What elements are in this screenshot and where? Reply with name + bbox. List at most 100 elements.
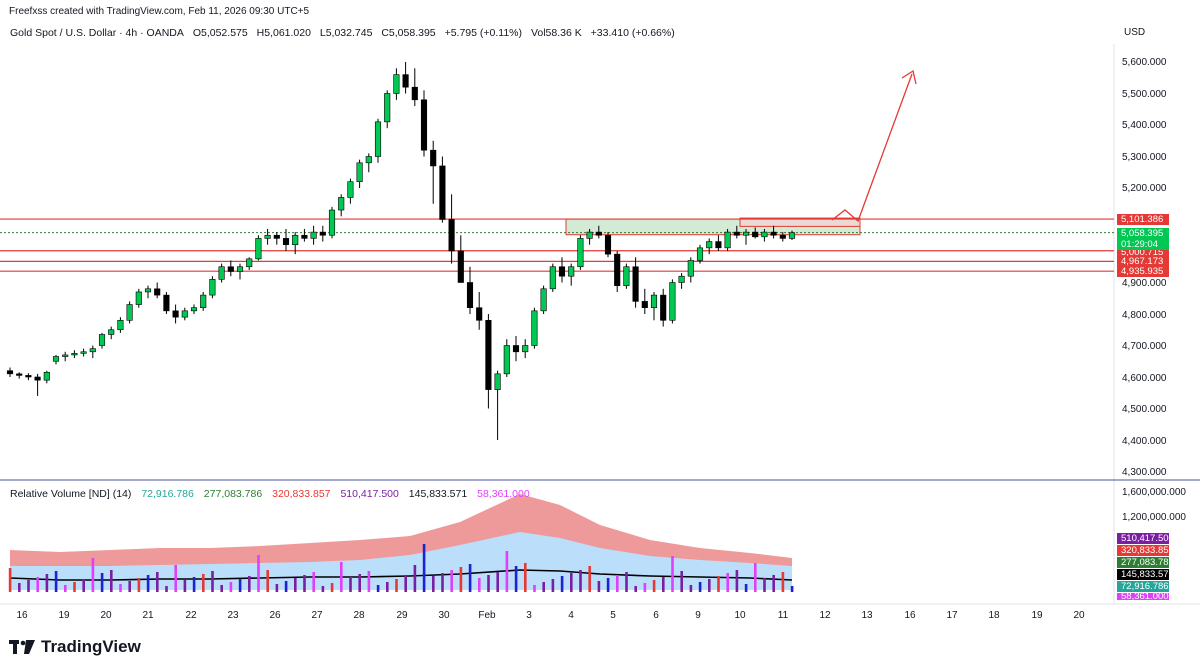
volume-bar — [36, 577, 39, 592]
candle-body — [264, 234, 271, 239]
candle-body — [163, 294, 170, 312]
volume-bar — [220, 585, 223, 592]
volume-value-tag: 277,083.786 — [1117, 557, 1174, 568]
volume-bar — [174, 565, 177, 592]
volume-bar — [27, 580, 30, 592]
volume-bar — [781, 572, 785, 592]
average-volume-line — [9, 569, 793, 581]
candle-body — [494, 373, 501, 390]
volume-bar — [395, 579, 398, 592]
price-tick-label: 4,500.000 — [1122, 404, 1167, 415]
candle-body — [650, 294, 658, 309]
volume-bar — [128, 581, 131, 592]
candle-body — [365, 156, 372, 164]
candle-body — [568, 266, 575, 277]
candle-body — [236, 266, 244, 272]
volume-bar — [487, 575, 490, 592]
volume-bar — [229, 582, 233, 592]
candle-body — [71, 353, 78, 356]
volume-indicator-title[interactable]: Relative Volume [ND] (14) — [10, 488, 132, 500]
projection-arrow — [831, 73, 913, 223]
volume-legend-value: 320,833.857 — [272, 488, 331, 500]
symbol-name[interactable]: Gold Spot / U.S. Dollar · 4h · OANDA — [10, 27, 184, 39]
candle-body — [347, 181, 354, 198]
time-tick-label: 11 — [777, 610, 789, 621]
projection-arrow-head — [901, 69, 917, 85]
time-tick-label: Feb — [478, 610, 496, 621]
volume-bar — [616, 575, 619, 592]
volume-bar — [100, 573, 104, 592]
price-tick-label: 4,300.000 — [1122, 467, 1167, 478]
candle-body — [301, 234, 308, 239]
candle-body — [715, 241, 722, 249]
volume-bar — [496, 572, 499, 592]
volume-bar — [238, 579, 242, 592]
volume-bar — [119, 584, 122, 592]
candle-body — [273, 234, 280, 239]
volume-bar — [275, 584, 279, 592]
volume-bar — [606, 578, 610, 592]
volume-bar — [790, 586, 794, 592]
volume-bar — [91, 558, 95, 592]
time-tick-label: 3 — [526, 610, 532, 621]
tradingview-logo[interactable]: TradingView — [9, 637, 141, 657]
candle-body — [733, 231, 740, 236]
volume-bar — [505, 551, 509, 592]
candle-body — [200, 294, 207, 309]
volume-bar — [542, 582, 545, 592]
time-tick-label: 13 — [861, 610, 873, 621]
volume-bar — [312, 572, 315, 592]
volume-bar — [533, 585, 536, 592]
candle-body — [752, 231, 759, 238]
candle-body — [466, 282, 474, 309]
candle-body — [761, 231, 768, 238]
price-tick-label: 4,700.000 — [1122, 341, 1167, 352]
time-tick-label: 17 — [946, 610, 958, 621]
time-tick-label: 16 — [904, 610, 916, 621]
volume-bar — [514, 566, 518, 592]
price-tick-label: 4,800.000 — [1122, 310, 1167, 321]
volume-bar — [192, 577, 196, 592]
candle-body — [439, 165, 446, 220]
candle-body — [218, 266, 225, 280]
candle-body — [384, 93, 391, 123]
candle-body — [457, 250, 464, 283]
candle-body — [614, 253, 621, 286]
volume-value-tag: 145,833.571 — [1117, 569, 1174, 580]
volume-value-tag: 510,417.500 — [1117, 533, 1174, 544]
low-value: L5,032.745 — [319, 27, 373, 39]
price-tick-label: 4,900.000 — [1122, 278, 1167, 289]
brand-name: TradingView — [41, 637, 141, 656]
volume-change-value: +33.410 (+0.66%) — [590, 27, 675, 39]
volume-bar — [689, 585, 693, 592]
candle-body — [52, 356, 60, 362]
volume-bar — [551, 579, 555, 592]
candle-body — [770, 231, 777, 236]
time-tick-label: 20 — [1073, 610, 1085, 621]
volume-bar — [432, 576, 435, 592]
volume-value: Vol58.36 K — [530, 27, 582, 39]
candle-body — [154, 288, 161, 296]
volume-bar — [413, 565, 417, 592]
level-price-tag: 4,967.173 — [1117, 256, 1169, 267]
volume-bar — [183, 580, 187, 592]
candle-body — [448, 219, 455, 252]
candle-body — [246, 258, 253, 268]
currency-label[interactable]: USD — [1124, 27, 1146, 38]
time-tick-label: 18 — [988, 610, 1000, 621]
candle-body — [411, 86, 418, 101]
candle-body — [16, 373, 23, 376]
volume-bar — [202, 574, 205, 592]
candle-body — [43, 371, 50, 381]
time-tick-label: 28 — [353, 610, 365, 621]
candle-body — [117, 319, 124, 331]
volume-band-mid — [10, 532, 792, 590]
volume-bar — [165, 586, 168, 592]
volume-legend-value: 277,083.786 — [203, 488, 263, 500]
time-tick-label: 4 — [568, 610, 574, 621]
volume-bar — [110, 570, 113, 592]
time-tick-label: 30 — [438, 610, 450, 621]
candle-body — [144, 288, 152, 293]
candle-body — [181, 310, 188, 318]
